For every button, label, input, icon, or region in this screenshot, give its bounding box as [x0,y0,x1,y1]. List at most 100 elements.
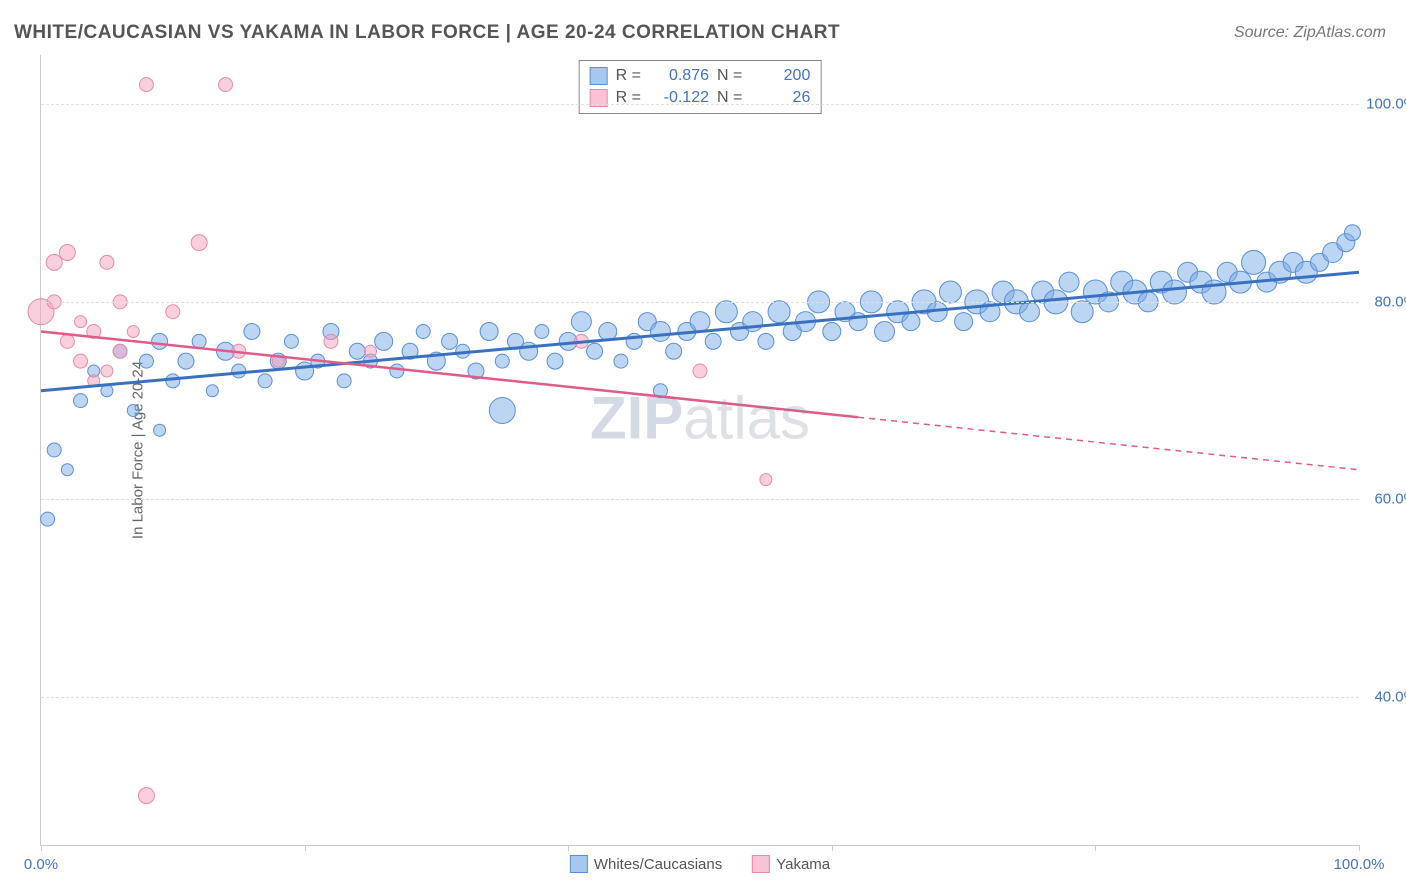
scatter-point [442,333,458,349]
correlation-legend-row: R = 0.876 N = 200 [590,65,811,87]
scatter-point [768,301,790,323]
whites-swatch-icon [590,67,608,85]
scatter-point [138,788,154,804]
scatter-point [60,334,74,348]
scatter-point [166,305,180,319]
chart-svg [41,55,1359,845]
scatter-point [47,443,61,457]
scatter-point [939,281,961,303]
scatter-point [166,374,180,388]
scatter-point [152,333,168,349]
scatter-point [690,312,710,332]
scatter-point [100,255,114,269]
chart-title: WHITE/CAUCASIAN VS YAKAMA IN LABOR FORCE… [14,22,840,44]
scatter-point [666,343,682,359]
xtick-label: 0.0% [24,856,58,873]
legend-item-whites: Whites/Caucasians [570,855,722,873]
scatter-point [101,365,113,377]
scatter-point [74,394,88,408]
scatter-point [349,343,365,359]
scatter-point [324,334,338,348]
scatter-point [955,313,973,331]
whites-n-value: 200 [750,67,810,85]
scatter-point [244,324,260,340]
scatter-point [232,364,246,378]
scatter-point [75,316,87,328]
ytick-label: 60.0% [1374,491,1406,508]
scatter-point [191,235,207,251]
xtick-mark [568,845,569,851]
scatter-point [480,323,498,341]
xtick-mark [832,845,833,851]
scatter-point [614,354,628,368]
scatter-point [296,362,314,380]
scatter-point [875,322,895,342]
scatter-point [365,345,377,357]
scatter-point [127,326,139,338]
ytick-label: 40.0% [1374,688,1406,705]
xtick-label: 100.0% [1334,856,1385,873]
n-label: N = [717,67,742,85]
scatter-point [693,364,707,378]
scatter-point [571,312,591,332]
scatter-point [46,254,62,270]
gridline [41,499,1359,500]
scatter-point [41,512,55,526]
r-label: R = [616,67,641,85]
ytick-label: 80.0% [1374,293,1406,310]
scatter-point [258,374,272,388]
scatter-point [650,322,670,342]
scatter-point [139,354,153,368]
whites-swatch-icon [570,855,588,873]
scatter-point [127,405,139,417]
scatter-point [760,474,772,486]
scatter-point [495,354,509,368]
scatter-point [178,353,194,369]
legend-item-yakama: Yakama [752,855,830,873]
scatter-point [489,398,515,424]
scatter-point [823,323,841,341]
scatter-point [113,344,127,358]
scatter-point [1020,302,1040,322]
scatter-point [1071,301,1093,323]
trend-line-dashed [858,417,1359,470]
xtick-mark [1095,845,1096,851]
scatter-point [587,343,603,359]
gridline [41,104,1359,105]
scatter-point [705,333,721,349]
scatter-point [1344,225,1360,241]
scatter-point [74,354,88,368]
xtick-mark [1359,845,1360,851]
scatter-point [206,385,218,397]
scatter-point [219,78,233,92]
xtick-mark [305,845,306,851]
scatter-point [139,78,153,92]
ytick-label: 100.0% [1366,96,1406,113]
scatter-point [416,325,430,339]
chart-source: Source: ZipAtlas.com [1234,24,1386,42]
scatter-point [337,374,351,388]
scatter-point [535,325,549,339]
scatter-point [61,464,73,476]
yakama-swatch-icon [752,855,770,873]
scatter-point [284,334,298,348]
scatter-point [715,301,737,323]
scatter-point [1162,280,1186,304]
scatter-point [902,313,920,331]
series-legend: Whites/Caucasians Yakama [570,855,830,873]
scatter-point [154,424,166,436]
scatter-point [547,353,563,369]
scatter-point [375,332,393,350]
legend-label: Yakama [776,856,830,873]
scatter-point [390,364,404,378]
gridline [41,302,1359,303]
correlation-legend: R = 0.876 N = 200 R = -0.122 N = 26 [579,60,822,114]
xtick-mark [41,845,42,851]
scatter-point [192,334,206,348]
correlation-legend-row: R = -0.122 N = 26 [590,87,811,109]
legend-label: Whites/Caucasians [594,856,722,873]
scatter-point [1059,272,1079,292]
whites-r-value: 0.876 [649,67,709,85]
scatter-point [758,333,774,349]
plot-area: In Labor Force | Age 20-24 ZIPatlas R = … [40,55,1359,846]
